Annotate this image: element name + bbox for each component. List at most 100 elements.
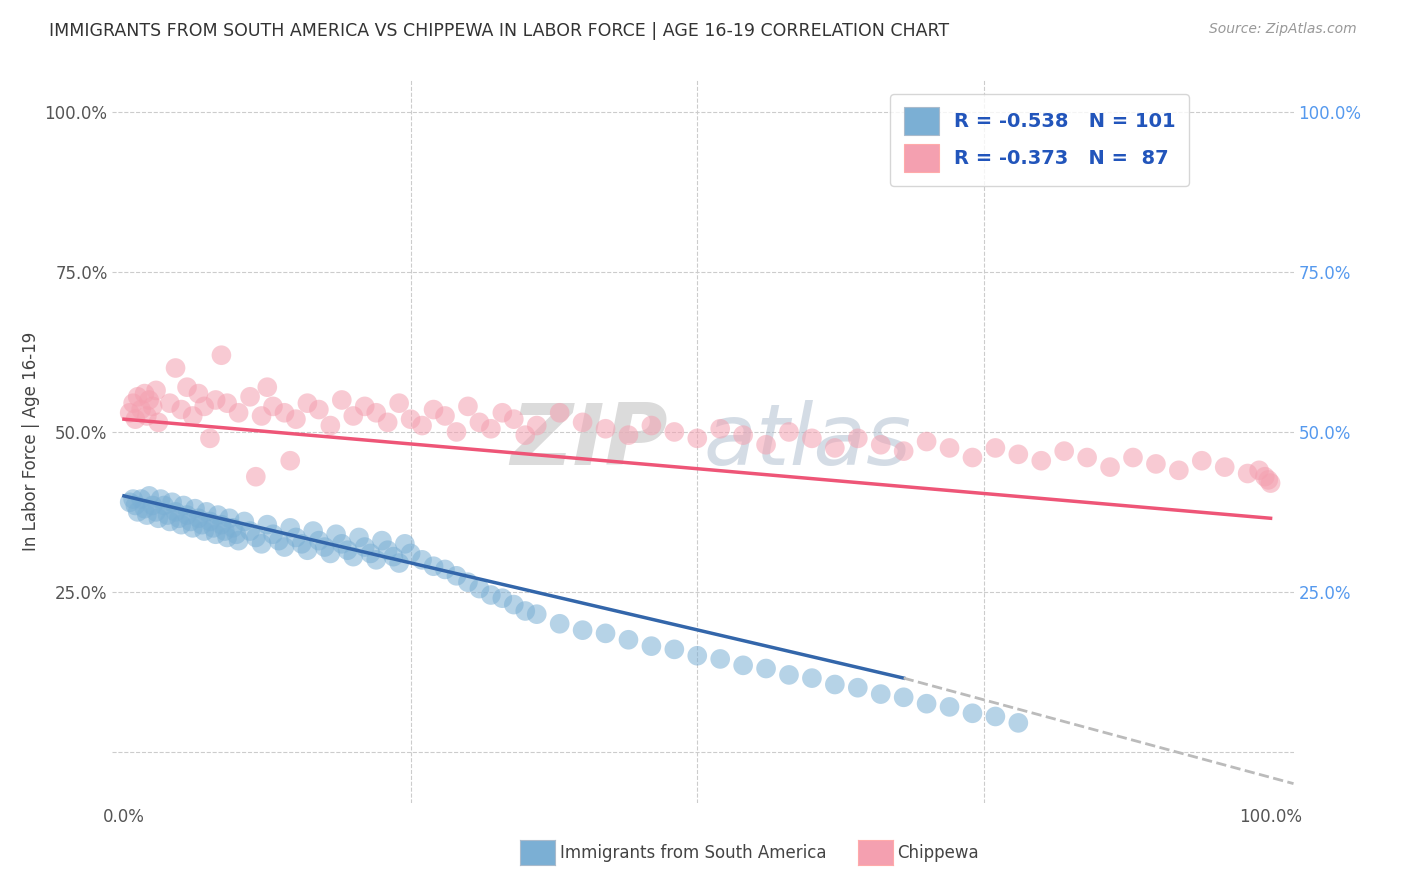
Point: [342, 549, 364, 564]
Point: [159, 396, 181, 410]
Point: [382, 549, 405, 564]
Text: Chippewa: Chippewa: [897, 844, 979, 862]
Point: [187, 386, 209, 401]
Point: [159, 515, 181, 529]
Point: [1076, 450, 1098, 465]
Point: [250, 409, 273, 423]
Point: [446, 569, 468, 583]
Point: [170, 402, 193, 417]
Point: [342, 409, 364, 423]
Point: [217, 531, 239, 545]
Point: [1007, 715, 1029, 730]
Point: [515, 604, 537, 618]
Point: [595, 626, 617, 640]
Point: [491, 591, 513, 606]
Point: [198, 431, 221, 445]
Point: [209, 348, 232, 362]
Point: [468, 582, 491, 596]
Point: [664, 642, 686, 657]
Point: [502, 598, 524, 612]
Point: [256, 380, 278, 394]
Point: [1254, 469, 1277, 483]
Point: [153, 499, 176, 513]
Point: [1257, 473, 1279, 487]
Point: [122, 492, 145, 507]
Point: [893, 444, 915, 458]
Point: [755, 438, 778, 452]
Point: [377, 543, 399, 558]
Point: [869, 687, 891, 701]
Point: [145, 384, 167, 398]
Text: atlas: atlas: [703, 400, 911, 483]
Point: [165, 361, 187, 376]
Point: [526, 607, 548, 622]
Point: [938, 699, 960, 714]
Point: [595, 422, 617, 436]
Point: [640, 639, 662, 653]
Point: [1007, 447, 1029, 461]
Point: [846, 431, 869, 445]
Point: [245, 531, 267, 545]
Point: [222, 521, 245, 535]
Point: [1099, 460, 1122, 475]
Point: [187, 511, 209, 525]
Point: [184, 501, 207, 516]
Point: [173, 499, 195, 513]
Point: [938, 441, 960, 455]
Point: [1191, 454, 1213, 468]
Point: [181, 521, 204, 535]
Point: [1236, 467, 1258, 481]
Point: [366, 406, 388, 420]
Point: [571, 415, 593, 429]
Point: [308, 533, 330, 548]
Point: [733, 658, 755, 673]
Point: [217, 396, 239, 410]
Point: [411, 553, 433, 567]
Point: [325, 527, 347, 541]
Point: [118, 495, 141, 509]
Point: [207, 508, 229, 522]
Point: [479, 422, 502, 436]
Point: [686, 431, 709, 445]
Point: [267, 533, 290, 548]
Point: [138, 489, 160, 503]
Point: [366, 553, 388, 567]
Point: [434, 562, 457, 576]
Point: [915, 434, 938, 449]
Point: [297, 396, 319, 410]
Point: [353, 540, 375, 554]
Point: [869, 438, 891, 452]
Point: [800, 671, 823, 685]
Point: [353, 400, 375, 414]
Point: [142, 499, 165, 513]
Point: [165, 505, 187, 519]
Point: [468, 415, 491, 429]
Point: [179, 515, 201, 529]
Point: [239, 524, 262, 538]
Point: [214, 524, 236, 538]
Point: [160, 495, 183, 509]
Point: [129, 402, 152, 417]
Point: [124, 412, 146, 426]
Point: [291, 537, 314, 551]
Point: [135, 409, 157, 423]
Point: [446, 425, 468, 439]
Point: [664, 425, 686, 439]
Point: [167, 511, 190, 525]
Point: [233, 515, 256, 529]
Point: [273, 540, 295, 554]
Point: [1122, 450, 1144, 465]
Point: [377, 415, 399, 429]
Point: [122, 396, 145, 410]
Point: [617, 428, 640, 442]
Point: [359, 546, 381, 560]
Point: [198, 515, 221, 529]
Point: [202, 521, 225, 535]
Point: [457, 400, 479, 414]
Point: [411, 418, 433, 433]
Point: [176, 508, 198, 522]
Point: [149, 492, 172, 507]
Point: [893, 690, 915, 705]
Point: [502, 412, 524, 426]
Point: [1144, 457, 1167, 471]
